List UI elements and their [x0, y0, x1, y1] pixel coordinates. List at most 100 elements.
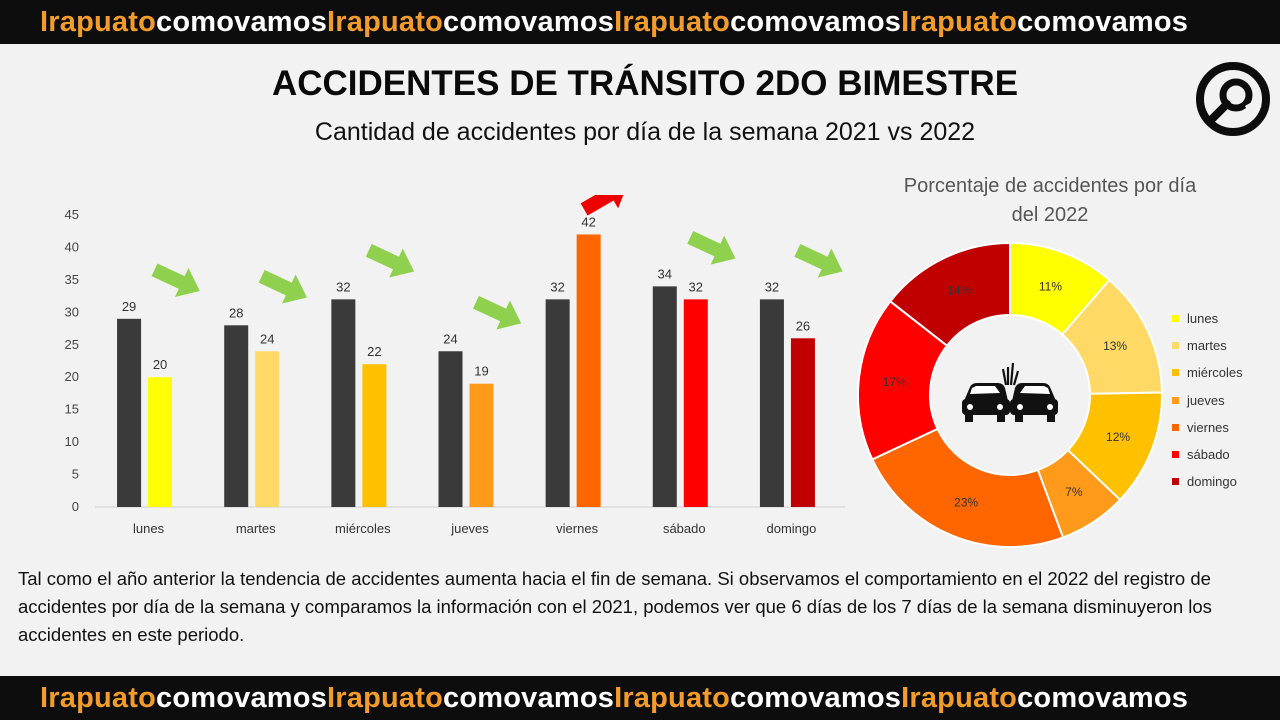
banner-word-comovamos: comovamos — [156, 681, 328, 714]
donut-chart-percent-by-day: 11% 13% 12% 7% 23% 17% 14% — [857, 241, 1163, 548]
y-tick-label: 5 — [72, 467, 79, 482]
trend-down-arrow-icon — [258, 269, 307, 304]
banner-word-irapuato: Irapuato — [614, 5, 731, 38]
legend-item-domingo: domingo — [1172, 468, 1243, 495]
y-tick-label: 25 — [65, 337, 79, 352]
legend-swatch — [1172, 451, 1179, 459]
legend-label: viernes — [1187, 419, 1229, 435]
bar-2021 — [652, 286, 677, 507]
banner-word-irapuato: Irapuato — [327, 5, 444, 38]
x-category-label: miércoles — [335, 521, 391, 536]
bar-2021 — [117, 318, 142, 507]
legend-swatch — [1172, 315, 1179, 323]
legend-label: lunes — [1187, 311, 1219, 327]
banner-brand-text: Irapuatocomovamos — [40, 6, 327, 39]
legend-swatch — [1172, 369, 1179, 377]
banner-brand-text: Irapuatocomovamos — [327, 682, 614, 715]
legend-item-miércoles: miércoles — [1172, 359, 1243, 386]
x-category-label: lunes — [133, 521, 165, 536]
bar-value-label-2021: 32 — [765, 279, 779, 294]
bar-value-label-2021: 34 — [658, 266, 672, 281]
bar-value-label-2021: 29 — [122, 299, 136, 314]
y-tick-label: 20 — [65, 369, 79, 384]
trend-down-arrow-icon — [151, 263, 200, 298]
legend-item-martes: martes — [1172, 332, 1243, 359]
bar-2021 — [438, 351, 463, 507]
bar-2022 — [362, 364, 387, 507]
banner-word-comovamos: comovamos — [1017, 5, 1189, 38]
banner-brand-text: Irapuatocomovamos — [901, 682, 1188, 715]
bar-value-label-2022: 20 — [153, 357, 167, 372]
bar-2021 — [331, 299, 356, 507]
donut-slice-label: 17% — [883, 375, 907, 389]
legend-label: domingo — [1187, 474, 1237, 490]
bar-2021 — [545, 299, 570, 507]
banner-word-irapuato: Irapuato — [40, 681, 156, 714]
banner-brand-text: Irapuatocomovamos — [901, 6, 1188, 39]
legend-label: sábado — [1187, 447, 1230, 463]
banner-word-comovamos: comovamos — [730, 5, 902, 38]
banner-word-comovamos: comovamos — [730, 681, 902, 714]
legend-item-viernes: viernes — [1172, 414, 1243, 441]
banner-brand-text: Irapuatocomovamos — [327, 6, 614, 39]
bar-2022 — [148, 377, 173, 507]
legend-swatch — [1172, 342, 1179, 350]
x-category-label: jueves — [450, 521, 489, 536]
trend-down-arrow-icon — [687, 231, 736, 265]
legend-item-jueves: jueves — [1172, 387, 1243, 414]
trend-down-arrow-icon — [365, 244, 415, 278]
bar-2022 — [683, 299, 708, 507]
banner-word-comovamos: comovamos — [443, 681, 615, 714]
y-tick-label: 40 — [65, 239, 79, 254]
donut-slice-viernes — [870, 427, 1065, 548]
bar-2021 — [759, 299, 784, 507]
bar-2022 — [255, 351, 280, 507]
banner-word-comovamos: comovamos — [156, 5, 328, 38]
legend-label: jueves — [1187, 392, 1225, 408]
irapuato-como-vamos-logo-icon — [1196, 62, 1270, 136]
banner-word-irapuato: Irapuato — [901, 681, 1018, 714]
bar-value-label-2021: 28 — [229, 305, 243, 320]
y-tick-label: 10 — [65, 434, 79, 449]
bar-value-label-2022: 19 — [474, 364, 488, 379]
bottom-banner: Irapuatocomovamos Irapuatocomovamos Irapua… — [0, 676, 1280, 720]
bar-value-label-2022: 42 — [581, 214, 595, 229]
legend-swatch — [1172, 423, 1179, 431]
y-tick-label: 30 — [65, 304, 79, 319]
banner-brand-text: Irapuatocomovamos — [614, 682, 901, 715]
bar-value-label-2022: 32 — [689, 279, 703, 294]
legend-item-sábado: sábado — [1172, 441, 1243, 468]
y-tick-label: 45 — [65, 207, 79, 222]
donut-slice-label: 14% — [947, 284, 971, 298]
analysis-paragraph: Tal como el año anterior la tendencia de… — [18, 568, 1212, 645]
top-banner: Irapuatocomovamos Irapuatocomovamos Irapua… — [0, 0, 1280, 44]
banner-brand-text: Irapuatocomovamos — [614, 6, 901, 39]
banner-word-irapuato: Irapuato — [901, 5, 1018, 38]
bar-value-label-2021: 32 — [550, 279, 564, 294]
bar-chart-accidents-by-day: 0 5 10 15 20 25 30 35 40 45 29 20 lunes 28 24 martes 32 2… — [65, 195, 845, 536]
x-category-label: viernes — [556, 521, 598, 536]
bar-value-label-2022: 22 — [367, 344, 381, 359]
banner-word-comovamos: comovamos — [443, 5, 615, 38]
trend-up-arrow-icon — [580, 195, 628, 216]
bar-value-label-2022: 26 — [796, 318, 810, 333]
y-tick-label: 15 — [65, 402, 79, 417]
x-category-label: sábado — [663, 521, 706, 536]
donut-slice-label: 13% — [1103, 339, 1127, 353]
pie-title-line-1: Porcentaje de accidentes por día — [903, 175, 1197, 197]
legend-swatch — [1172, 396, 1179, 404]
bar-value-label-2022: 24 — [260, 331, 274, 346]
donut-slice-label: 23% — [954, 495, 978, 509]
trend-down-arrow-icon — [472, 295, 522, 330]
x-category-label: martes — [236, 521, 276, 536]
legend-label: martes — [1187, 338, 1227, 354]
bar-value-label-2021: 24 — [443, 331, 457, 346]
bar-2022 — [576, 234, 601, 507]
car-crash-icon — [962, 362, 1058, 422]
page-title: ACCIDENTES DE TRÁNSITO 2DO BIMESTRE — [271, 64, 1019, 103]
banner-word-comovamos: comovamos — [1017, 681, 1189, 714]
donut-slice-label: 12% — [1106, 430, 1130, 444]
pie-title-line-2: del 2022 — [1011, 204, 1089, 226]
pie-legend: lunes martes miércoles jueves viernes sábado d… — [1172, 305, 1243, 495]
banner-word-irapuato: Irapuato — [327, 681, 444, 714]
